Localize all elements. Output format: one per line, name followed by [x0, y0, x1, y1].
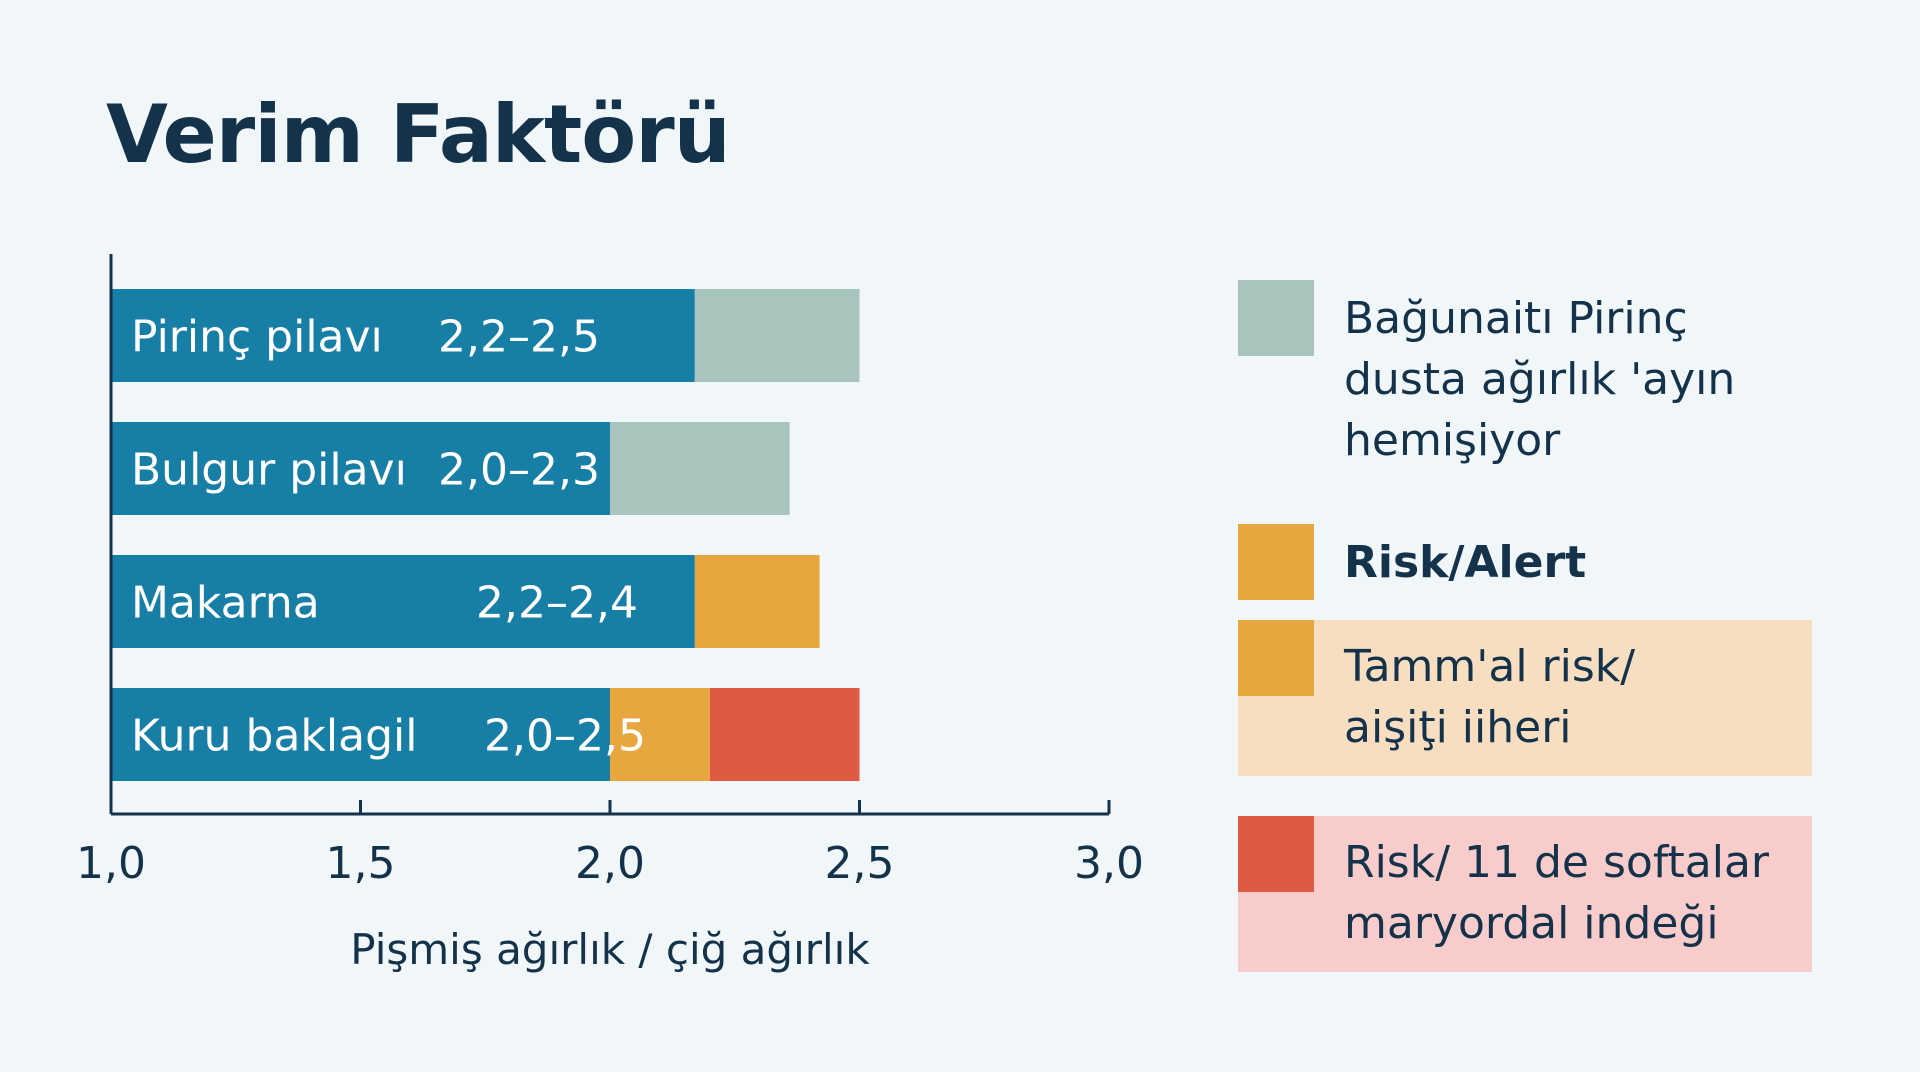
x-tick-label: 2,5	[825, 838, 895, 889]
bar-segment-risk	[694, 555, 820, 648]
x-axis-title: Pişmiş ağırlık / çiğ ağırlık	[350, 925, 870, 974]
bar-category-label: Bulgur pilavı	[131, 445, 407, 496]
legend-swatch	[1238, 620, 1314, 696]
legend-swatch	[1238, 280, 1314, 356]
bar-category-label: Kuru baklagil	[131, 711, 417, 762]
bar-range-label: 2,0–2,5	[484, 711, 646, 762]
bar-range-label: 2,0–2,3	[438, 445, 600, 496]
bar-segment-base	[111, 422, 610, 515]
legend-label: Bağunaitı Pirinç dusta ağırlık 'ayın hem…	[1344, 293, 1736, 466]
legend-label: Tamm'al risk/ aişiţi iiheri	[1344, 641, 1636, 753]
bar-category-label: Makarna	[131, 578, 320, 629]
legend-swatch	[1238, 524, 1314, 600]
x-tick-label: 1,0	[76, 838, 146, 889]
chart-title: Verim Faktörü	[106, 88, 731, 181]
x-tick-label: 3,0	[1074, 838, 1144, 889]
bar-segment-risk	[610, 688, 710, 781]
bar-range-label: 2,2–2,4	[476, 578, 638, 629]
legend-item-risk: Risk/Alert	[1238, 524, 1812, 600]
bar-segment-base	[111, 555, 695, 648]
bar-category-label: Pirinç pilavı	[131, 312, 383, 363]
bar-segment-high	[709, 688, 860, 781]
bar-segment-neutral	[694, 289, 860, 382]
legend-item-risk: Tamm'al risk/ aişiţi iiheri	[1238, 620, 1812, 776]
legend-item-high: Risk/ 11 de softalar maryordal indeği	[1238, 816, 1812, 972]
x-tick-label: 1,5	[326, 838, 396, 889]
bar-segment-base	[111, 688, 610, 781]
legend-label: Risk/ 11 de softalar maryordal indeği	[1344, 837, 1770, 949]
legend-label: Risk/Alert	[1344, 537, 1587, 588]
legend-swatch	[1238, 816, 1314, 892]
x-tick-label: 2,0	[575, 838, 645, 889]
bar-segment-base	[111, 289, 695, 382]
bar-segment-neutral	[610, 422, 790, 515]
bar-range-label: 2,2–2,5	[438, 312, 600, 363]
legend-item-neutral: Bağunaitı Pirinç dusta ağırlık 'ayın hem…	[1238, 280, 1812, 466]
